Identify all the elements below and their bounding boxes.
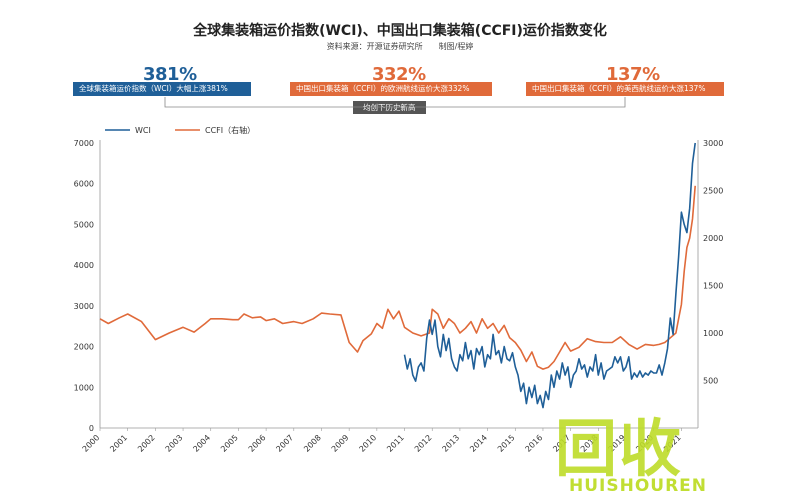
y-right-tick-label: 3000	[703, 139, 723, 148]
x-tick-label: 2008	[302, 433, 323, 454]
y-left-tick-label: 6000	[74, 180, 94, 189]
y-left-tick-label: 1000	[74, 383, 94, 392]
x-tick-label: 2014	[468, 433, 489, 454]
chart-title: 全球集装箱运价指数(WCI)、中国出口集装箱(CCFI)运价指数变化	[193, 23, 607, 39]
y-left-tick-label: 7000	[74, 139, 94, 148]
x-tick-label: 2004	[191, 433, 212, 454]
y-left-tick-label: 5000	[74, 220, 94, 229]
x-tick-label: 2021	[662, 433, 683, 454]
x-tick-label: 2003	[164, 433, 185, 454]
x-tick-label: 2013	[441, 433, 462, 454]
historic-high-label: 均创下历史新高	[353, 101, 426, 114]
series-wci-line	[403, 142, 696, 409]
legend-ccfi-label: CCFI（右轴）	[205, 125, 255, 135]
callout-1-percent: 381%	[143, 64, 197, 85]
legend-wci-label: WCI	[135, 126, 151, 135]
x-tick-label: 2009	[330, 433, 351, 454]
x-tick-label: 2007	[274, 433, 295, 454]
x-tick-label: 2016	[524, 433, 545, 454]
y-right-tick-label: 1500	[703, 282, 723, 291]
y-right-tick-label: 2500	[703, 187, 723, 196]
y-left-tick-label: 0	[89, 424, 94, 433]
x-tick-label: 2015	[496, 433, 517, 454]
callout-2-percent: 332%	[372, 64, 426, 85]
x-tick-label: 2010	[358, 433, 379, 454]
x-tick-label: 2012	[413, 433, 434, 454]
x-tick-label: 2006	[247, 433, 268, 454]
x-tick-label: 2001	[108, 433, 129, 454]
series-ccfi-line	[99, 185, 696, 370]
callout-1-label: 全球集装箱运价指数（WCI）大幅上涨381%	[73, 82, 251, 96]
callout-bracket	[164, 97, 626, 108]
y-left-tick-label: 3000	[74, 302, 94, 311]
x-tick-label: 2000	[81, 433, 102, 454]
x-tick-label: 2017	[551, 433, 572, 454]
callout-2-label: 中国出口集装箱（CCFI）的欧洲航线运价大涨332%	[290, 82, 492, 96]
y-right-tick-label: 500	[703, 377, 718, 386]
y-right-tick-label: 2000	[703, 234, 723, 243]
x-tick-label: 2019	[607, 433, 628, 454]
callout-3-percent: 137%	[606, 64, 660, 85]
x-tick-label: 2018	[579, 433, 600, 454]
y-right-tick-label: 1000	[703, 329, 723, 338]
x-tick-label: 2005	[219, 433, 240, 454]
x-tick-label: 2002	[136, 433, 157, 454]
y-left-tick-label: 4000	[74, 261, 94, 270]
x-tick-label: 2020	[634, 433, 655, 454]
callout-3-label: 中国出口集装箱（CCFI）的美西航线运价大涨137%	[526, 82, 724, 96]
y-left-tick-label: 2000	[74, 343, 94, 352]
source-note: 资料来源：开源证券研究所 制图/程婷	[326, 42, 474, 51]
x-tick-label: 2011	[385, 433, 406, 454]
